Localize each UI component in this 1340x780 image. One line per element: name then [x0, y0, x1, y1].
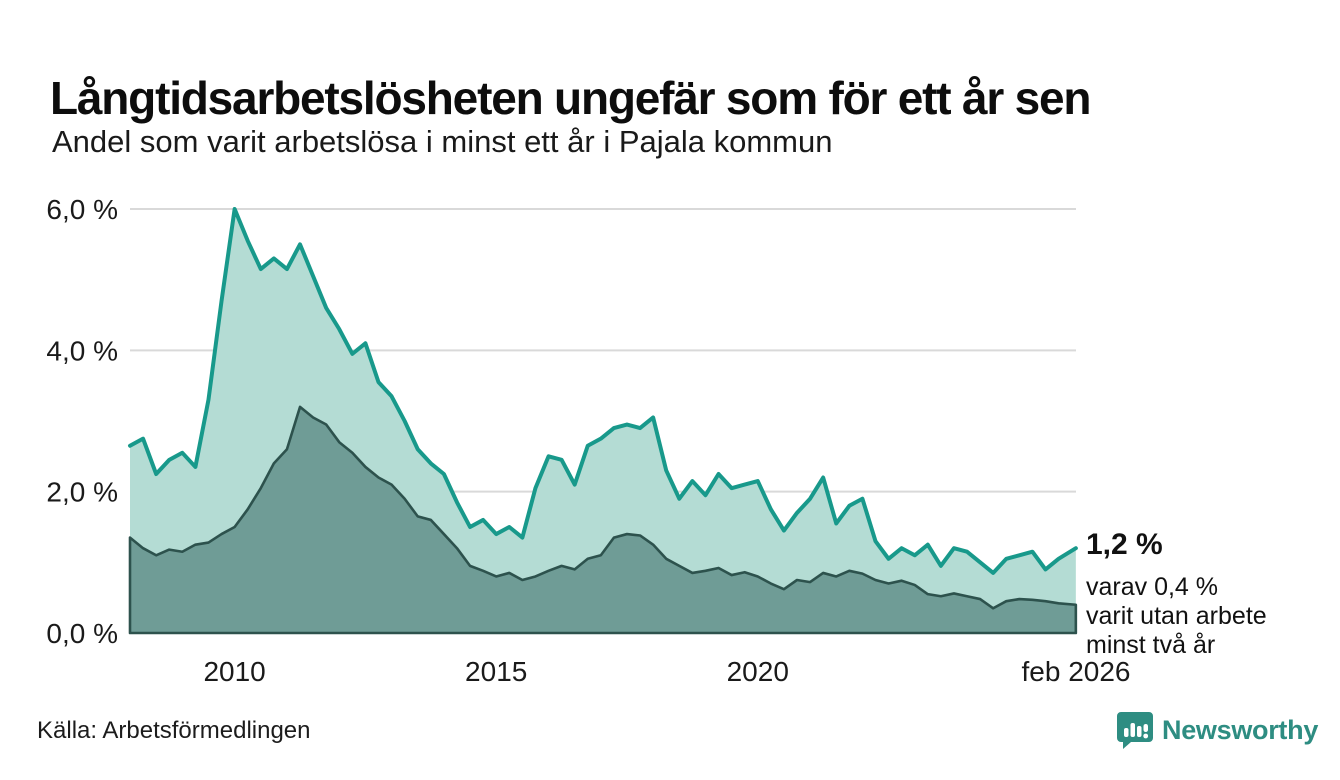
series-area-min-two-years — [128, 405, 1078, 635]
y-axis-tick-label: 2,0 % — [46, 477, 118, 508]
latest-value-annotation: 1,2 % varav 0,4 % varit utan arbete mins… — [1086, 528, 1336, 660]
x-axis-tick-label: feb 2026 — [1022, 656, 1131, 687]
annotation-line-2: varit utan arbete — [1086, 601, 1267, 630]
y-axis-tick-label: 6,0 % — [46, 194, 118, 225]
annotation-line-3: minst två år — [1086, 630, 1216, 659]
chart-subtitle: Andel som varit arbetslösa i minst ett å… — [52, 124, 833, 159]
y-axis-tick-label: 4,0 % — [46, 335, 118, 366]
x-axis-tick-label: 2015 — [465, 656, 527, 687]
series-line-min-one-year — [128, 207, 1078, 575]
source-credit: Källa: Arbetsförmedlingen — [37, 717, 311, 744]
y-axis-tick-label: 0,0 % — [46, 618, 118, 649]
x-axis-tick-label: 2010 — [203, 656, 265, 687]
newsworthy-logo: Newsworthy — [1117, 711, 1318, 750]
newsworthy-logo-text: Newsworthy — [1162, 715, 1319, 745]
annotation-line-1: varav 0,4 % — [1086, 572, 1219, 601]
newsworthy-logo-icon — [1117, 712, 1153, 749]
latest-value: 1,2 % — [1086, 528, 1163, 561]
page-title: Långtidsarbetslösheten ungefär som för e… — [50, 71, 1092, 124]
x-axis-tick-label: 2020 — [727, 656, 789, 687]
